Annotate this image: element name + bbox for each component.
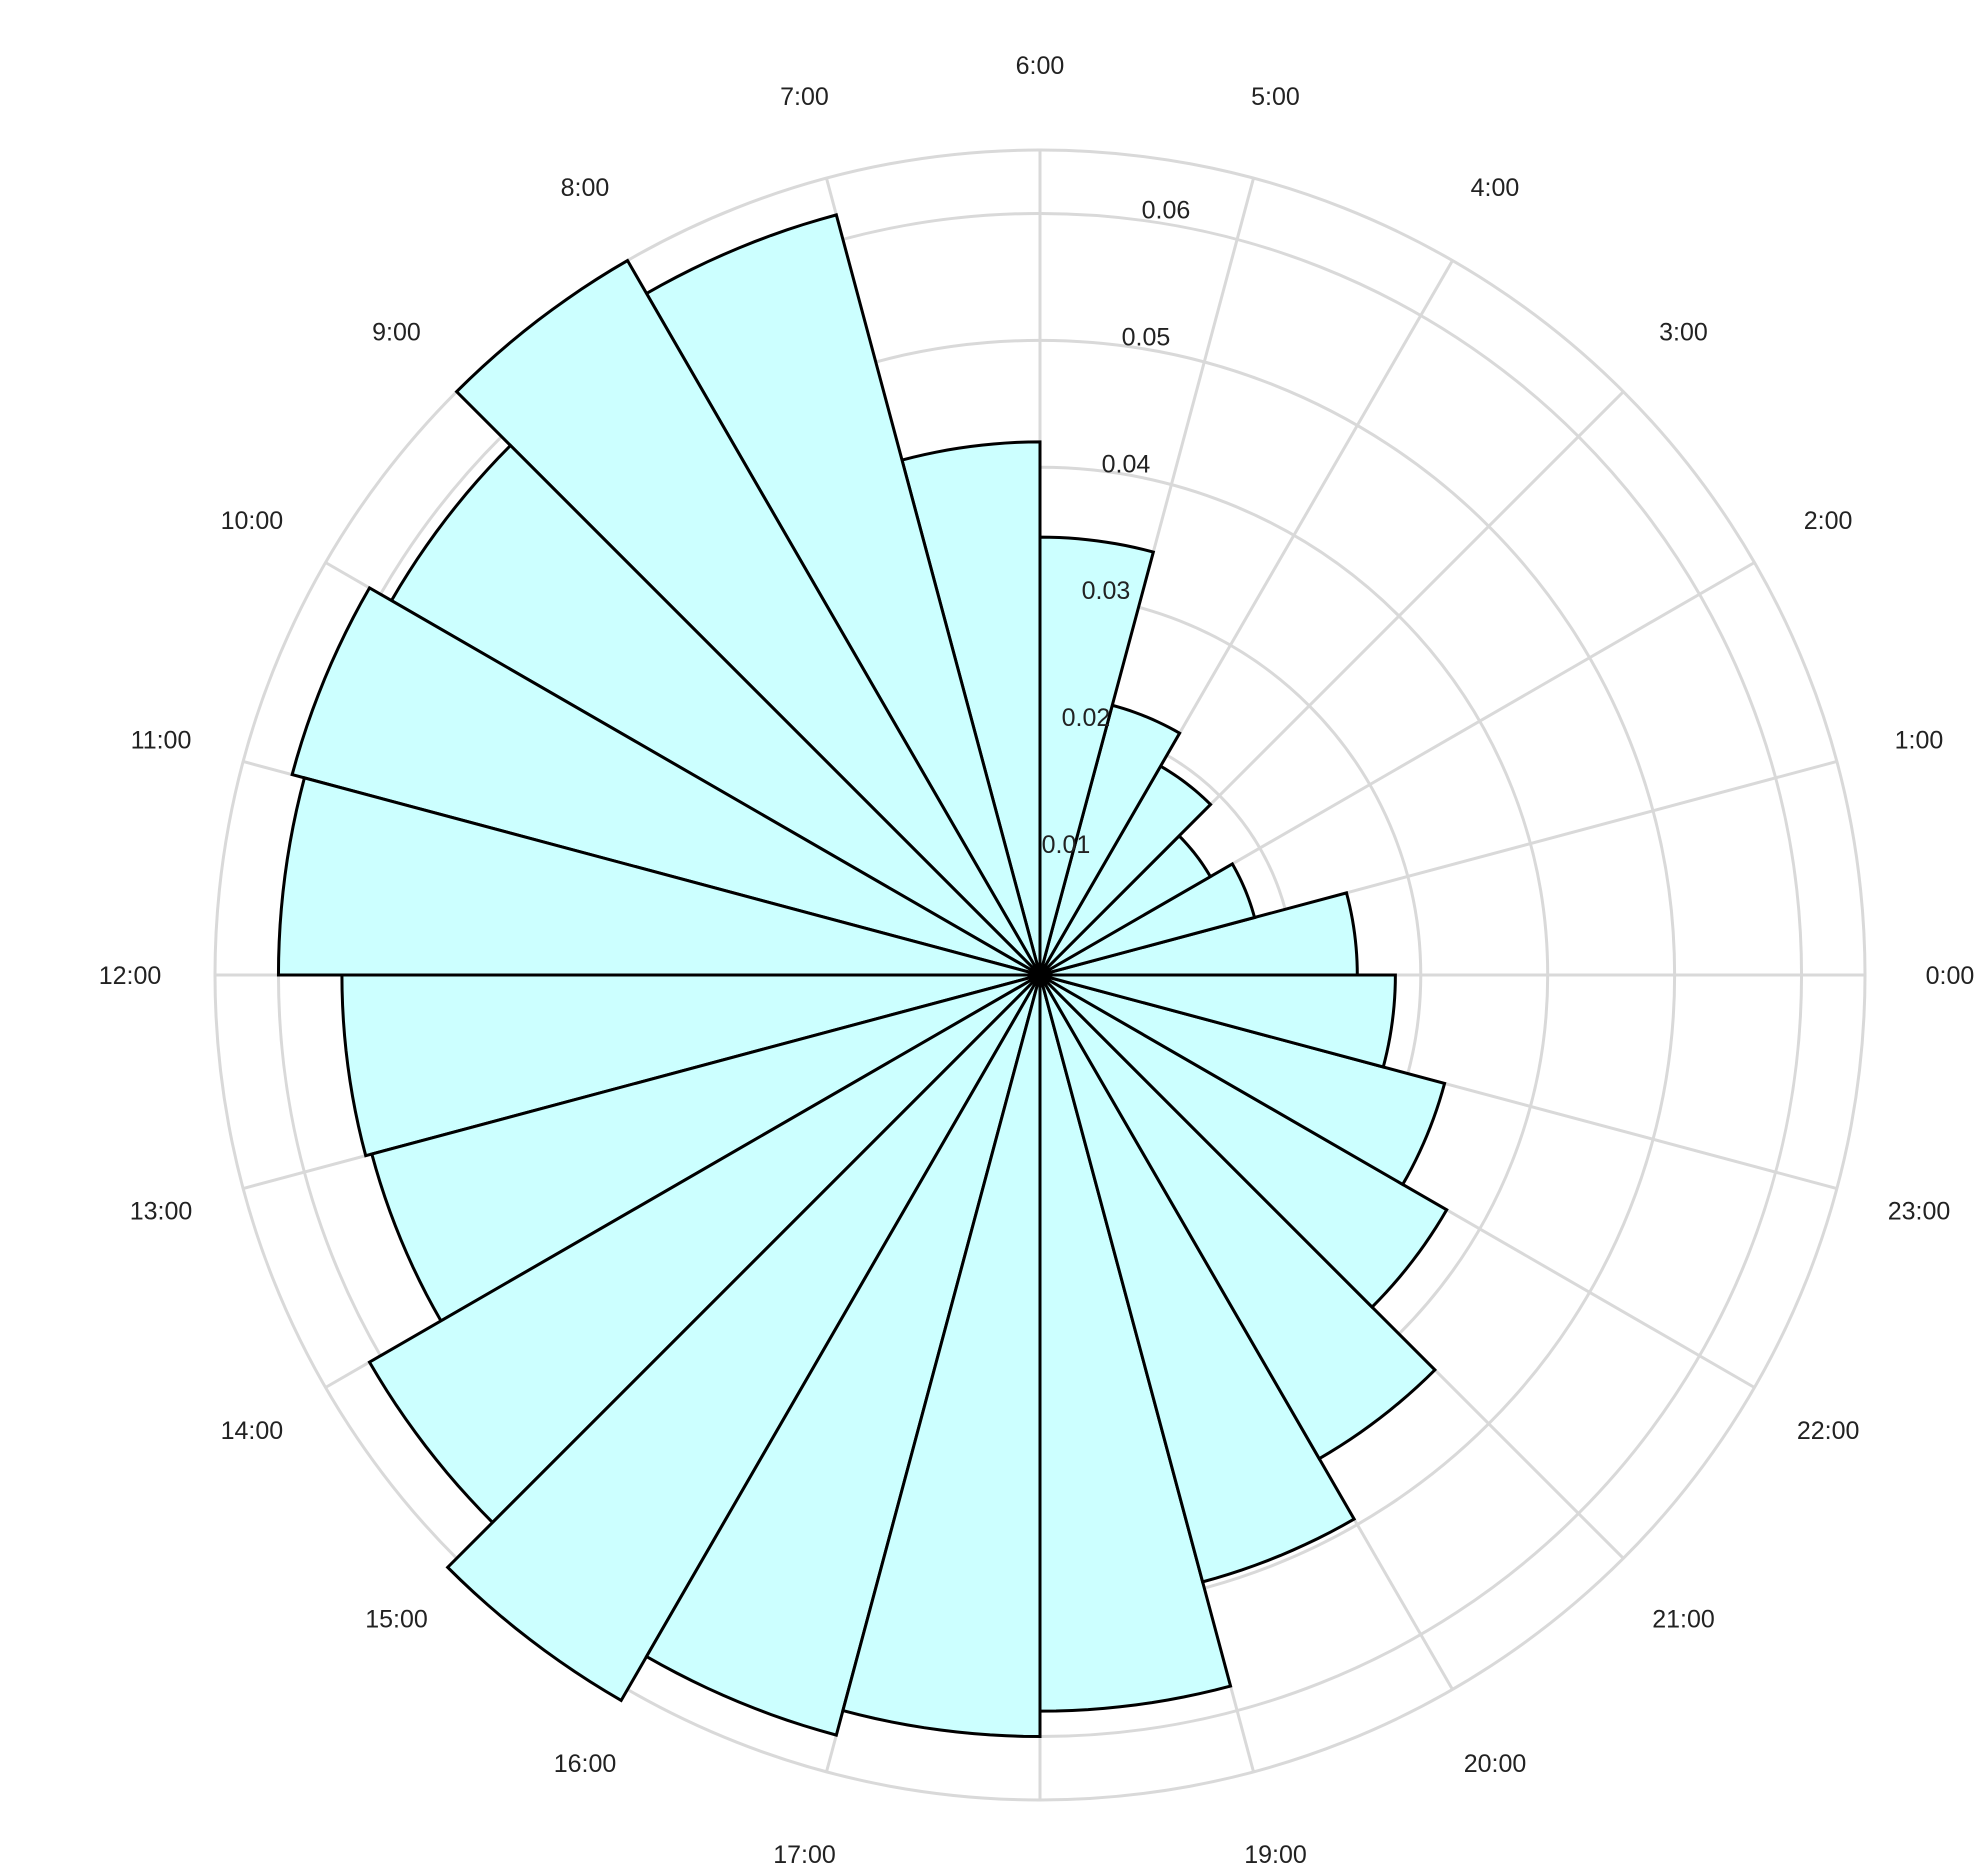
center-dot [1030, 965, 1050, 985]
radial-tick-label: 0.03 [1082, 577, 1131, 605]
angular-tick-label: 2:00 [1804, 507, 1853, 535]
angular-tick-label: 8:00 [561, 174, 610, 202]
angular-tick-label: 6:00 [1016, 52, 1065, 80]
angular-tick-label: 10:00 [221, 507, 284, 535]
bar-3-00 [1038, 764, 1213, 977]
bar-7-00 [644, 213, 1042, 976]
radial-tick-label: 0.02 [1062, 704, 1111, 732]
radial-tick-label: 0.04 [1102, 450, 1151, 478]
bar-22-00 [1039, 973, 1447, 1187]
angular-tick-label: 7:00 [780, 83, 829, 111]
bar-15-00 [445, 973, 1042, 1703]
angular-tick-label: 16:00 [554, 1750, 617, 1778]
angular-tick-label: 22:00 [1797, 1417, 1860, 1445]
angular-tick-label: 3:00 [1659, 319, 1708, 347]
radial-tick-label: 0.06 [1142, 196, 1191, 224]
bar-10-00 [290, 585, 1041, 977]
bar-16-00 [644, 974, 1042, 1737]
angular-tick-label: 17:00 [773, 1841, 836, 1868]
bar-4-00 [1038, 703, 1182, 976]
polar-center [1030, 965, 1050, 985]
angular-tick-label: 19:00 [1244, 1841, 1307, 1868]
angular-tick-label: 13:00 [130, 1198, 193, 1226]
bar-5-00 [1038, 535, 1156, 976]
polar-bars [276, 213, 1449, 1739]
bar-12-00 [340, 973, 1041, 1158]
bar-1-00 [1039, 861, 1257, 977]
angular-tick-label: 14:00 [221, 1417, 284, 1445]
angular-tick-label: 20:00 [1464, 1750, 1527, 1778]
angular-tick-label: 23:00 [1888, 1198, 1951, 1226]
bar-11-00 [276, 776, 1041, 977]
angular-tick-label: 21:00 [1652, 1606, 1715, 1634]
bar-23-00 [1039, 973, 1397, 1069]
bar-20-00 [1038, 973, 1438, 1461]
angular-tick-label: 0:00 [1926, 962, 1975, 990]
radial-tick-label: 0.01 [1042, 831, 1091, 859]
angular-tick-label: 5:00 [1251, 83, 1300, 111]
bar-9-00 [389, 443, 1042, 977]
bar-21-00 [1038, 973, 1449, 1310]
angular-tick-label: 12:00 [99, 962, 162, 990]
bar-19-00 [1038, 974, 1357, 1584]
radial-tick-labels: 0.01 0.02 0.03 0.04 0.05 0.06 [1042, 196, 1191, 859]
angular-tick-label: 9:00 [372, 319, 421, 347]
bar-18-00 [1038, 974, 1233, 1713]
bar-8-00 [454, 258, 1042, 977]
angular-tick-label: 4:00 [1471, 174, 1520, 202]
bar-2-00 [1038, 833, 1213, 977]
angular-tick-label: 1:00 [1895, 727, 1944, 755]
angular-tick-label: 11:00 [131, 727, 192, 755]
bar-13-00 [369, 973, 1041, 1323]
bar-17-00 [841, 974, 1042, 1739]
radial-tick-label: 0.05 [1122, 323, 1171, 351]
bar-14-00 [367, 973, 1042, 1525]
angular-tick-label: 15:00 [365, 1606, 428, 1634]
angular-tick-labels: 0:00 1:00 2:00 3:00 4:00 5:00 6:00 7:00 8:00 9:00… [99, 52, 1975, 1868]
